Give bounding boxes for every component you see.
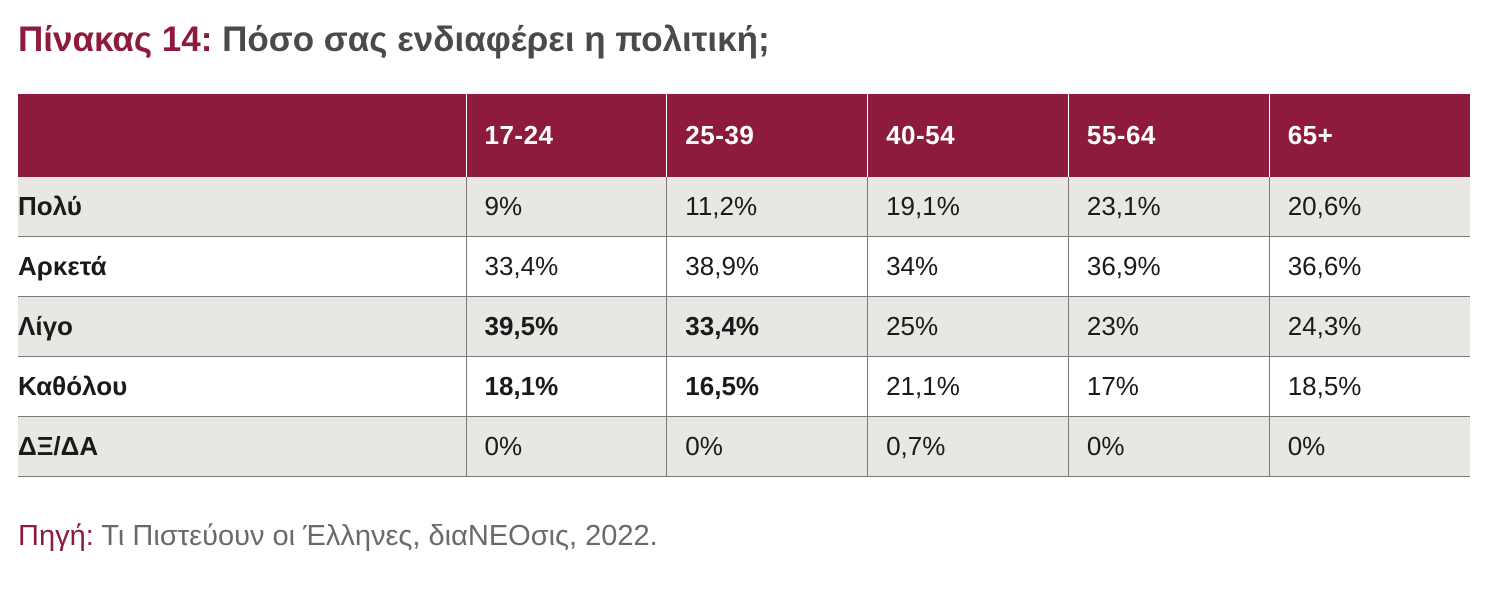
table-cell: 36,9% <box>1067 236 1270 297</box>
data-table: 17-24 25-39 40-54 55-64 65+ Πολύ 9% 11,2… <box>18 94 1470 477</box>
table-header-row: 17-24 25-39 40-54 55-64 65+ <box>18 94 1470 177</box>
table-cell: 33,4% <box>666 296 868 357</box>
table-cell: 18,1% <box>465 356 667 417</box>
table-cell: 18,5% <box>1268 356 1470 417</box>
table-cell: 0% <box>666 416 868 477</box>
table-cell: 23% <box>1067 296 1270 357</box>
table-row: Καθόλου 18,1% 16,5% 21,1% 17% 18,5% <box>18 356 1470 417</box>
table-cell: 34% <box>867 236 1069 297</box>
table-row: Λίγο 39,5% 33,4% 25% 23% 24,3% <box>18 296 1470 357</box>
header-cell-25-39: 25-39 <box>666 94 868 177</box>
table-cell: 19,1% <box>867 177 1069 237</box>
row-label: ΔΞ/ΔΑ <box>18 416 466 477</box>
table-cell: 11,2% <box>666 177 868 237</box>
header-cell-40-54: 40-54 <box>867 94 1069 177</box>
source-label: Πηγή: <box>18 520 94 552</box>
header-cell-55-64: 55-64 <box>1067 94 1270 177</box>
header-cell-17-24: 17-24 <box>465 94 667 177</box>
row-label: Αρκετά <box>18 236 466 297</box>
table-row: Πολύ 9% 11,2% 19,1% 23,1% 20,6% <box>18 177 1470 237</box>
table-cell: 0% <box>1268 416 1470 477</box>
table-cell: 0% <box>1067 416 1270 477</box>
row-label: Λίγο <box>18 296 466 357</box>
row-label: Πολύ <box>18 177 466 237</box>
table-row: ΔΞ/ΔΑ 0% 0% 0,7% 0% 0% <box>18 416 1470 477</box>
table-cell: 9% <box>465 177 667 237</box>
table-cell: 38,9% <box>666 236 868 297</box>
table-cell: 23,1% <box>1067 177 1270 237</box>
table-cell: 24,3% <box>1268 296 1470 357</box>
source-note: Πηγή: Τι Πιστεύουν οι Έλληνες, διαΝΕΟσις… <box>18 520 658 553</box>
table-cell: 0% <box>465 416 667 477</box>
title-prefix: Πίνακας 14: <box>18 20 213 59</box>
table-cell: 17% <box>1067 356 1270 417</box>
table-cell: 16,5% <box>666 356 868 417</box>
table-cell: 25% <box>867 296 1069 357</box>
title-text: Πόσο σας ενδιαφέρει η πολιτική; <box>222 20 770 59</box>
source-text: Τι Πιστεύουν οι Έλληνες, διαΝΕΟσις, 2022… <box>93 520 658 552</box>
table-cell: 39,5% <box>465 296 667 357</box>
header-cell-65-plus: 65+ <box>1268 94 1470 177</box>
row-label: Καθόλου <box>18 356 466 417</box>
table-cell: 21,1% <box>867 356 1069 417</box>
header-cell-empty <box>18 94 466 177</box>
table-cell: 0,7% <box>867 416 1069 477</box>
table-cell: 20,6% <box>1268 177 1470 237</box>
table-cell: 36,6% <box>1268 236 1470 297</box>
table-row: Αρκετά 33,4% 38,9% 34% 36,9% 36,6% <box>18 236 1470 297</box>
table-cell: 33,4% <box>465 236 667 297</box>
page-title: Πίνακας 14: Πόσο σας ενδιαφέρει η πολιτι… <box>18 20 770 60</box>
